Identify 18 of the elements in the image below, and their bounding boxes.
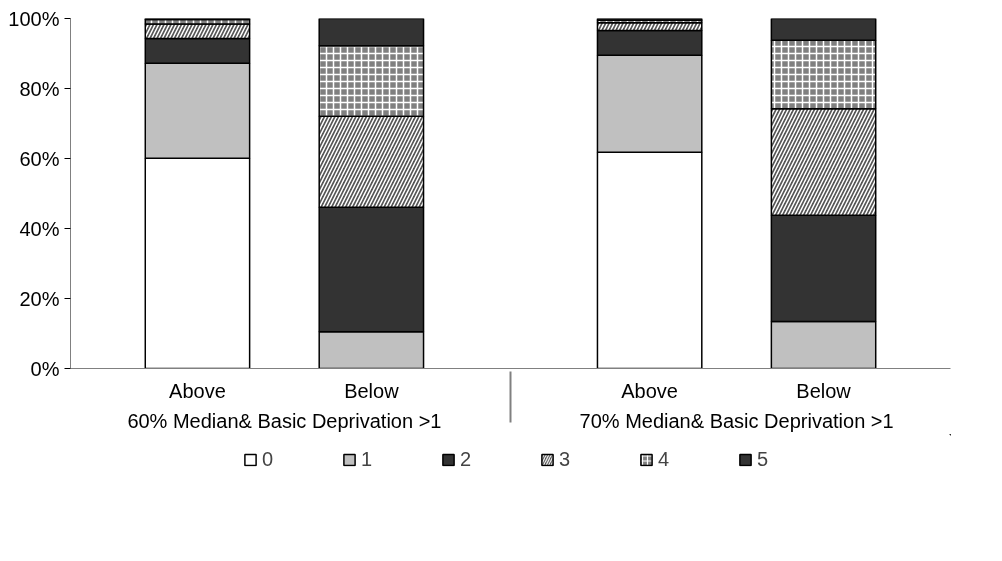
legend-label: 2 <box>460 447 473 471</box>
y-tick-label: 0% <box>30 357 60 380</box>
text: 70% Median& Basic Deprivation >1 <box>579 409 894 432</box>
legend-label: 5 <box>757 447 770 471</box>
x-tick-label: Above <box>621 379 678 402</box>
y-tick-label: 20% <box>19 287 60 310</box>
text: 60% Median& Basic Deprivation >1 <box>127 409 442 432</box>
legend-label: 1 <box>361 447 374 471</box>
y-tick-label: 60% <box>19 147 60 170</box>
legend-label: 4 <box>658 447 671 471</box>
legend-label: 0 <box>262 447 275 471</box>
y-tick-label: 100% <box>8 7 60 30</box>
x-tick-label: Below <box>344 379 400 402</box>
legend-label: 3 <box>559 447 572 471</box>
y-tick-label: 40% <box>19 217 60 240</box>
y-tick-label: 80% <box>19 77 60 100</box>
x-tick-label: Above <box>169 379 226 402</box>
x-tick-label: Below <box>796 379 852 402</box>
